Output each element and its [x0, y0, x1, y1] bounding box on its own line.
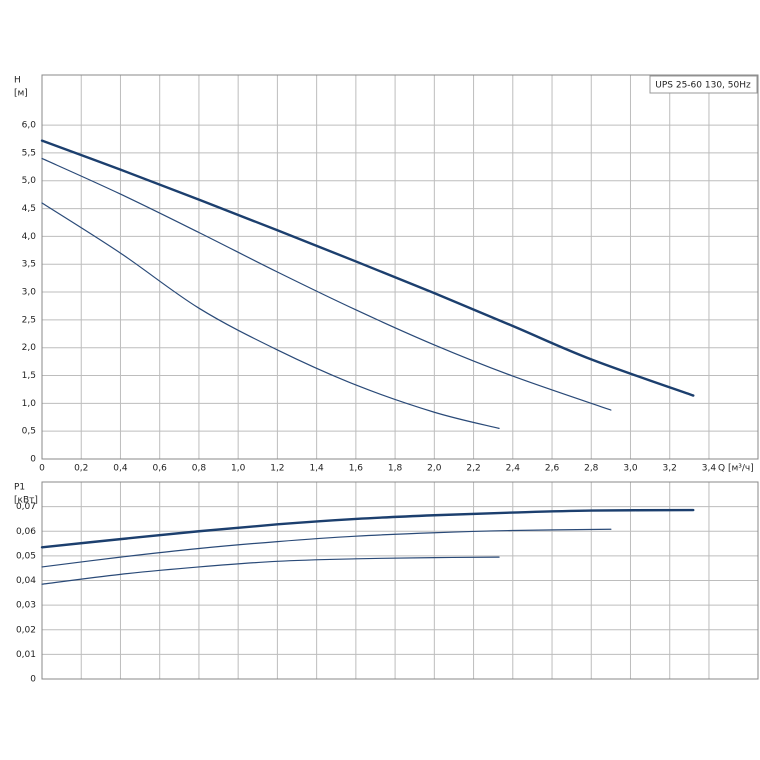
y-tick-label: 0,07 — [16, 502, 36, 512]
y-tick-label: 2,5 — [22, 315, 36, 325]
y-tick-label: 0,01 — [16, 650, 36, 660]
curve — [41, 528, 612, 568]
x-tick-label: 0,6 — [153, 464, 168, 474]
chart-title: UPS 25-60 130, 50Hz — [655, 81, 751, 91]
y-tick-label: 5,5 — [22, 148, 36, 158]
y-tick-label: 0,03 — [16, 601, 36, 611]
y-tick-label: 0,05 — [16, 551, 36, 561]
y-tick-label: 0,5 — [22, 427, 36, 437]
x-tick-label: 2,8 — [584, 464, 599, 474]
x-tick-label: 0,8 — [192, 464, 207, 474]
y-axis-label: P1 — [14, 483, 25, 493]
y-tick-label: 1,0 — [22, 399, 37, 409]
x-tick-label: 1,0 — [231, 464, 246, 474]
x-tick-label: 3,4 — [702, 464, 717, 474]
x-tick-label: 1,6 — [349, 464, 364, 474]
y-axis-label: H — [14, 76, 21, 86]
x-tick-label: 1,4 — [309, 464, 324, 474]
curve — [40, 139, 695, 397]
y-tick-label: 1,5 — [22, 371, 36, 381]
x-tick-label: 1,8 — [388, 464, 403, 474]
x-tick-label: 3,0 — [623, 464, 638, 474]
x-tick-label: 2,0 — [427, 464, 442, 474]
curve — [41, 556, 500, 585]
x-tick-label: 0,2 — [74, 464, 88, 474]
y-tick-label: 3,0 — [22, 288, 37, 298]
x-axis-label: Q [м³/ч] — [718, 464, 754, 474]
y-tick-label: 0,02 — [16, 625, 36, 635]
y-tick-label: 4,0 — [22, 232, 37, 242]
curve — [41, 157, 612, 411]
y-tick-label: 6,0 — [22, 121, 37, 131]
x-tick-label: 3,2 — [663, 464, 677, 474]
y-axis-unit: [м] — [14, 89, 28, 99]
y-tick-label: 5,0 — [22, 176, 37, 186]
x-tick-label: 2,4 — [506, 464, 521, 474]
plot-frame — [41, 74, 759, 460]
legend-box — [649, 75, 758, 94]
y-axis-unit: [кВт] — [14, 496, 38, 506]
curve — [40, 508, 695, 549]
x-tick-label: 2,6 — [545, 464, 560, 474]
x-tick-label: 1,2 — [270, 464, 284, 474]
x-tick-label: 0,4 — [113, 464, 128, 474]
y-tick-label: 4,5 — [22, 204, 36, 214]
curve — [41, 202, 500, 429]
y-tick-label: 0 — [30, 675, 36, 685]
x-tick-label: 0 — [39, 464, 45, 474]
y-tick-label: 2,0 — [22, 343, 37, 353]
plot-frame — [41, 481, 759, 680]
x-tick-label: 2,2 — [466, 464, 480, 474]
y-tick-label: 0,04 — [16, 576, 36, 586]
y-tick-label: 0,06 — [16, 527, 36, 537]
y-tick-label: 3,5 — [22, 260, 36, 270]
y-tick-label: 0 — [30, 455, 36, 465]
